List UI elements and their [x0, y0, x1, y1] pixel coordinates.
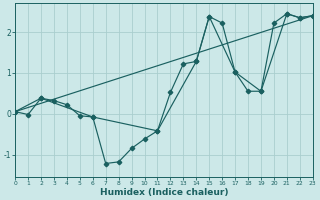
X-axis label: Humidex (Indice chaleur): Humidex (Indice chaleur) [100, 188, 228, 197]
